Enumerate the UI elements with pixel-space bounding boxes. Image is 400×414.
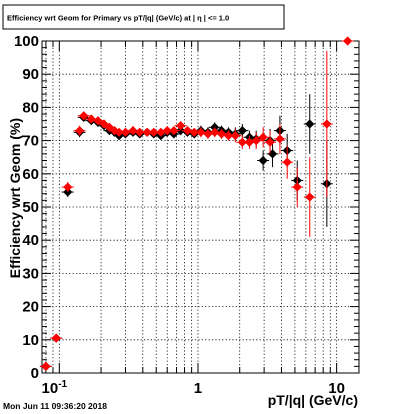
data-point	[251, 136, 261, 146]
y-tick-labels: 0 10 20 30 40 50 60 70 80 90 100	[14, 33, 39, 382]
x-tick-label: 10-1	[42, 379, 68, 397]
data-point	[99, 119, 109, 129]
data-point	[244, 137, 255, 147]
timestamp: Mon Jun 11 09:36:20 2018	[3, 401, 107, 411]
y-tick-label: 20	[22, 299, 39, 316]
data-point	[114, 127, 124, 137]
data-point	[223, 131, 234, 141]
x-axis-label: pT/|q| (GeV/c)	[268, 392, 358, 408]
data-point	[109, 126, 120, 136]
data-point	[162, 126, 172, 136]
data-point	[292, 182, 302, 192]
y-tick-label: 70	[22, 133, 39, 150]
y-tick-label: 0	[31, 365, 39, 382]
series-black	[39, 94, 333, 371]
x-tick-mantissa: 10	[42, 380, 59, 397]
data-point	[237, 126, 247, 136]
x-tick-mantissa: 10	[328, 380, 345, 397]
data-point	[182, 126, 193, 136]
data-point	[282, 157, 292, 167]
data-point	[135, 127, 145, 137]
data-point	[128, 126, 138, 136]
title-frame	[2, 4, 285, 30]
data-point	[305, 119, 315, 129]
chart-title: Efficiency wrt Geom for Primary vs pT/|q…	[7, 14, 229, 23]
x-tick-mantissa: 1	[194, 380, 202, 397]
data-point	[169, 126, 179, 136]
x-tick-exponent: -1	[58, 379, 67, 390]
title-box: Efficiency wrt Geom for Primary vs pT/|q…	[2, 4, 285, 30]
data-point	[142, 127, 152, 137]
data-point	[51, 333, 61, 343]
series-red	[39, 36, 354, 371]
data-point	[41, 361, 51, 371]
data-point	[265, 137, 275, 147]
data-point	[196, 127, 206, 137]
y-tick-label: 100	[14, 33, 39, 50]
data-point	[267, 149, 278, 159]
data-point	[322, 119, 332, 129]
y-tick-label: 30	[22, 265, 39, 282]
data-point	[86, 114, 96, 124]
data-point	[63, 182, 73, 192]
data-point	[93, 116, 103, 126]
y-axis-label: Efficiency wrt Geom (%)	[7, 118, 23, 278]
data-point	[156, 127, 166, 137]
data-point	[120, 127, 131, 137]
data-point	[149, 127, 159, 137]
y-tick-label: 40	[22, 232, 39, 249]
data-point	[176, 121, 186, 131]
data-point	[275, 134, 285, 144]
data-point	[203, 129, 213, 139]
grid	[42, 41, 359, 373]
data-point	[210, 127, 220, 137]
y-tick-label: 50	[22, 199, 39, 216]
data-point	[74, 126, 85, 136]
data-point	[189, 127, 199, 137]
y-tick-label: 80	[22, 99, 39, 116]
y-tick-label: 90	[22, 66, 39, 83]
data-point	[258, 132, 268, 142]
data-point	[230, 131, 240, 141]
data-point	[79, 111, 89, 121]
data-point	[305, 192, 315, 202]
y-tick-label: 10	[22, 332, 39, 349]
axis-ticks	[42, 40, 359, 374]
y-tick-label: 60	[22, 166, 39, 183]
data-point	[258, 155, 268, 166]
data-point	[216, 129, 227, 139]
x-tick-labels: 10-1 1 10	[42, 379, 345, 397]
x-tick-label: 10	[328, 380, 345, 397]
data-point	[237, 137, 247, 147]
x-tick-label: 1	[194, 380, 202, 397]
data-point	[343, 36, 353, 46]
data-point	[176, 126, 186, 136]
data-series	[39, 36, 354, 371]
